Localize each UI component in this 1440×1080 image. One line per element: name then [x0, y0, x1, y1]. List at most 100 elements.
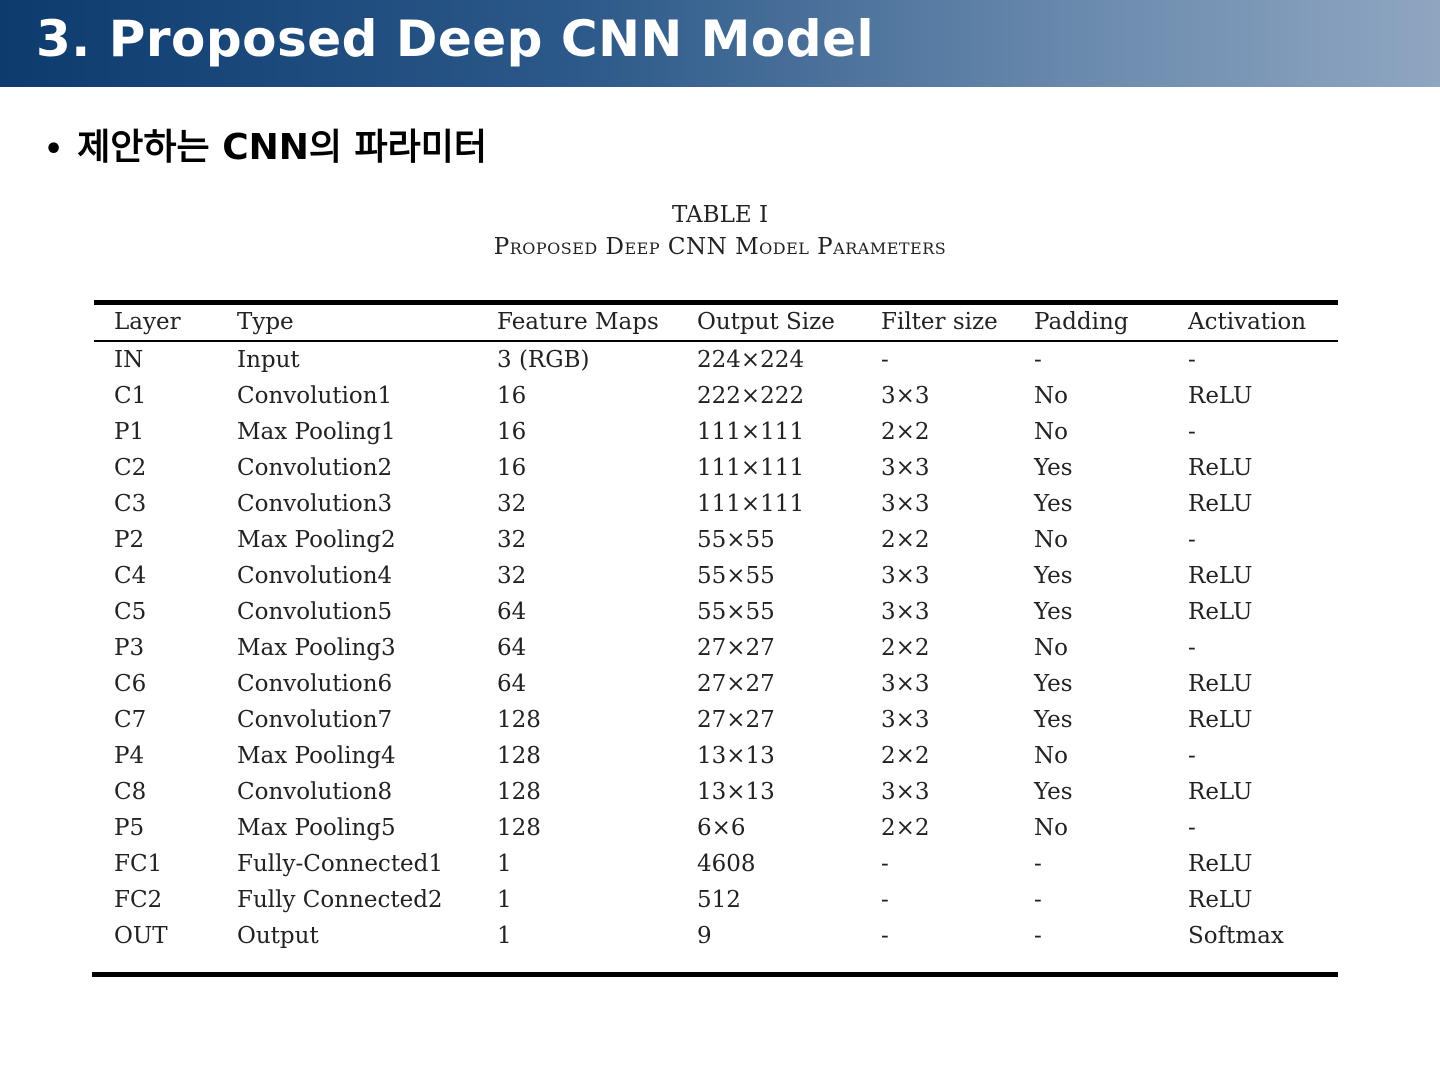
cell-feature-maps: 64	[497, 635, 527, 661]
cell-layer: FC2	[114, 887, 163, 913]
header-feature-maps: Feature Maps	[497, 309, 659, 335]
cell-layer: C4	[114, 563, 147, 589]
cell-layer: OUT	[114, 923, 168, 949]
cell-type: Fully-Connected1	[237, 851, 444, 877]
cell-activation: ReLU	[1188, 455, 1253, 481]
cell-activation: ReLU	[1188, 563, 1253, 589]
cell-layer: P5	[114, 815, 145, 841]
cell-layer: P2	[114, 527, 145, 553]
cell-activation: -	[1188, 347, 1196, 373]
cell-activation: ReLU	[1188, 491, 1253, 517]
cell-activation: ReLU	[1188, 671, 1253, 697]
bullet-item: • 제안하는 CNN의 파라미터	[44, 118, 487, 170]
header-output-size: Output Size	[697, 309, 835, 335]
cell-output-size: 224×224	[697, 347, 805, 373]
cell-padding: Yes	[1034, 599, 1073, 625]
cell-activation: ReLU	[1188, 599, 1253, 625]
cell-filter-size: 3×3	[881, 383, 930, 409]
cell-activation: ReLU	[1188, 887, 1253, 913]
cell-layer: P4	[114, 743, 145, 769]
cell-padding: -	[1034, 347, 1042, 373]
title-bar: 3. Proposed Deep CNN Model	[0, 0, 1440, 87]
cell-type: Max Pooling2	[237, 527, 396, 553]
cell-activation: ReLU	[1188, 383, 1253, 409]
cell-padding: Yes	[1034, 779, 1073, 805]
cell-activation: -	[1188, 527, 1196, 553]
cell-output-size: 55×55	[697, 563, 775, 589]
cell-activation: -	[1188, 419, 1196, 445]
cell-padding: -	[1034, 923, 1042, 949]
table-caption-number: TABLE I	[671, 202, 769, 228]
cell-feature-maps: 128	[497, 707, 541, 733]
cell-type: Convolution6	[237, 671, 393, 697]
cell-output-size: 55×55	[697, 599, 775, 625]
cell-padding: No	[1034, 527, 1068, 553]
cell-padding: -	[1034, 887, 1042, 913]
cell-filter-size: -	[881, 347, 889, 373]
cell-filter-size: -	[881, 887, 889, 913]
cell-filter-size: 2×2	[881, 743, 930, 769]
cell-layer: C5	[114, 599, 147, 625]
cell-output-size: 4608	[697, 851, 756, 877]
cell-feature-maps: 1	[497, 923, 512, 949]
bullet-text: 제안하는 CNN의 파라미터	[77, 127, 488, 168]
cell-padding: Yes	[1034, 707, 1073, 733]
cell-output-size: 111×111	[697, 455, 805, 481]
cell-layer: C2	[114, 455, 147, 481]
cell-output-size: 13×13	[697, 743, 775, 769]
cell-type: Max Pooling4	[237, 743, 396, 769]
cell-feature-maps: 32	[497, 491, 527, 517]
cell-padding: No	[1034, 815, 1068, 841]
cell-type: Output	[237, 923, 319, 949]
bullet-dot-icon: •	[44, 132, 64, 167]
cell-type: Convolution2	[237, 455, 393, 481]
cell-layer: C1	[114, 383, 147, 409]
cell-feature-maps: 1	[497, 887, 512, 913]
cell-layer: FC1	[114, 851, 163, 877]
slide-title: 3. Proposed Deep CNN Model	[36, 10, 875, 68]
cell-output-size: 111×111	[697, 419, 805, 445]
cell-output-size: 27×27	[697, 707, 775, 733]
cell-output-size: 13×13	[697, 779, 775, 805]
header-filter-size: Filter size	[881, 309, 998, 335]
cell-filter-size: 3×3	[881, 779, 930, 805]
cell-layer: P1	[114, 419, 145, 445]
cell-type: Max Pooling1	[237, 419, 396, 445]
cell-layer: C3	[114, 491, 147, 517]
cell-feature-maps: 16	[497, 419, 527, 445]
cell-type: Max Pooling5	[237, 815, 396, 841]
header-type: Type	[237, 309, 294, 335]
table-top-rule	[94, 300, 1338, 305]
cell-filter-size: 2×2	[881, 815, 930, 841]
cell-activation: ReLU	[1188, 707, 1253, 733]
cell-feature-maps: 64	[497, 671, 527, 697]
cell-feature-maps: 64	[497, 599, 527, 625]
header-layer: Layer	[114, 309, 181, 335]
cell-type: Max Pooling3	[237, 635, 396, 661]
cell-filter-size: 3×3	[881, 671, 930, 697]
cell-filter-size: 3×3	[881, 563, 930, 589]
cell-feature-maps: 128	[497, 779, 541, 805]
cell-filter-size: 2×2	[881, 635, 930, 661]
cell-padding: No	[1034, 635, 1068, 661]
cell-padding: Yes	[1034, 563, 1073, 589]
cell-filter-size: 3×3	[881, 491, 930, 517]
cell-type: Input	[237, 347, 300, 373]
cell-filter-size: -	[881, 923, 889, 949]
cell-type: Fully Connected2	[237, 887, 443, 913]
cell-output-size: 9	[697, 923, 712, 949]
cell-layer: IN	[114, 347, 144, 373]
cell-activation: ReLU	[1188, 851, 1253, 877]
cell-layer: C7	[114, 707, 147, 733]
cell-output-size: 27×27	[697, 635, 775, 661]
cell-filter-size: 2×2	[881, 419, 930, 445]
cell-filter-size: 3×3	[881, 707, 930, 733]
cell-filter-size: -	[881, 851, 889, 877]
cell-padding: No	[1034, 419, 1068, 445]
cell-padding: No	[1034, 743, 1068, 769]
cell-filter-size: 3×3	[881, 455, 930, 481]
cell-output-size: 111×111	[697, 491, 805, 517]
table-header-rule	[94, 340, 1338, 342]
cell-feature-maps: 32	[497, 527, 527, 553]
cell-activation: Softmax	[1188, 923, 1284, 949]
